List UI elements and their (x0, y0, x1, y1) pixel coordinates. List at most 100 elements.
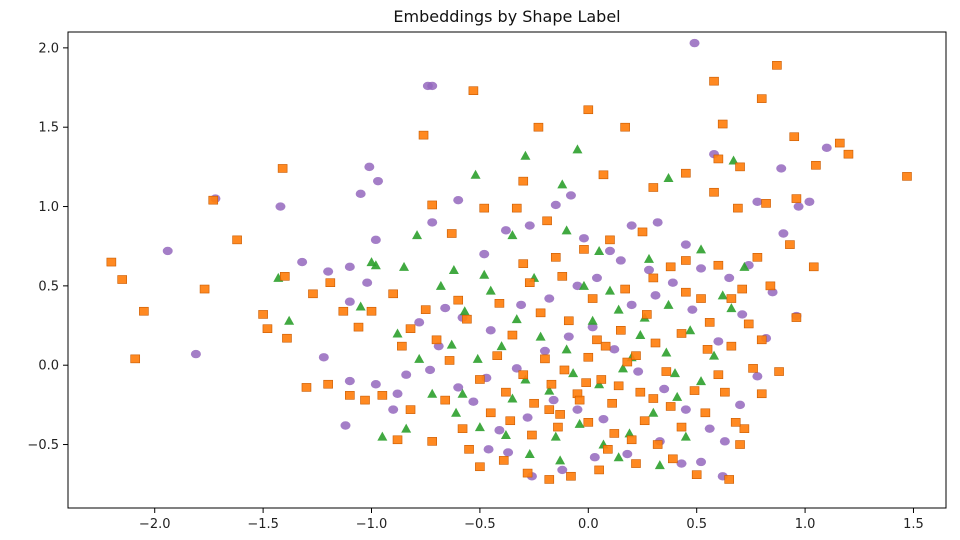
square-point (262, 324, 273, 334)
square-point (498, 456, 509, 465)
circle-point (427, 81, 438, 91)
square-point (720, 387, 730, 397)
x-tick-label: 0.5 (686, 517, 707, 532)
triangle-point (739, 261, 750, 271)
square-point (574, 395, 585, 405)
square-point (631, 459, 641, 468)
circle-point (752, 197, 763, 206)
square-point (713, 154, 724, 164)
x-tick-label: −1.5 (247, 517, 279, 532)
square-point (733, 203, 743, 213)
square-point (511, 203, 522, 213)
triangle-point (648, 407, 659, 417)
square-point (440, 395, 451, 405)
circle-point (724, 273, 735, 283)
square-point (713, 260, 724, 270)
triangle-point (604, 285, 615, 295)
square-point (546, 379, 557, 389)
x-tick-label: −1.0 (356, 517, 388, 532)
circle-point (680, 405, 691, 414)
square-point (772, 61, 782, 70)
square-point (420, 305, 431, 314)
circle-point (453, 383, 464, 392)
circle-point (364, 162, 375, 172)
square-point (338, 306, 349, 316)
square-point (650, 338, 661, 348)
circle-point (468, 397, 479, 406)
triangle-point (680, 431, 691, 441)
square-point (620, 122, 630, 132)
square-point (648, 183, 659, 192)
circle-point (604, 246, 615, 256)
circle-point (440, 303, 451, 313)
square-point (761, 199, 771, 208)
square-point (642, 310, 652, 319)
square-point (323, 379, 333, 389)
square-point (533, 122, 544, 132)
square-point (139, 306, 149, 316)
square-point (208, 195, 219, 205)
square-point (505, 416, 516, 426)
triangle-point (446, 339, 457, 349)
square-point (518, 176, 529, 186)
circle-point (425, 365, 436, 375)
square-point (808, 262, 819, 272)
circle-point (275, 202, 286, 211)
triangle-point (479, 269, 490, 279)
circle-point (344, 297, 355, 306)
circle-point (680, 240, 691, 249)
square-point (325, 278, 336, 287)
circle-point (524, 221, 535, 230)
circle-point (494, 426, 505, 435)
square-point (709, 76, 719, 86)
square-point (639, 416, 650, 426)
circle-point (589, 453, 600, 462)
square-point (277, 164, 288, 173)
circle-point (392, 389, 403, 398)
square-point (308, 289, 318, 299)
square-point (507, 330, 518, 340)
x-tick-label: −2.0 (139, 517, 171, 532)
square-point (789, 132, 800, 142)
circle-point (503, 448, 514, 457)
square-point (501, 387, 511, 397)
circle-point (776, 164, 787, 173)
square-point (462, 314, 472, 324)
circle-point (500, 226, 511, 235)
circle-point (719, 437, 730, 446)
square-point (765, 281, 776, 291)
circle-point (804, 197, 815, 206)
circle-point (572, 281, 583, 291)
triangle-point (728, 155, 739, 165)
square-point (553, 422, 563, 432)
square-point (555, 410, 565, 419)
circle-point (563, 332, 574, 341)
square-point (665, 262, 676, 272)
square-point (702, 345, 713, 354)
circle-point (401, 370, 412, 379)
triangle-point (496, 341, 507, 351)
square-point (735, 162, 745, 172)
square-point (717, 119, 728, 129)
circle-point (696, 264, 707, 273)
square-point (811, 160, 821, 170)
triangle-point (524, 449, 535, 459)
square-point (631, 351, 641, 360)
circle-point (652, 218, 663, 227)
triangle-point (654, 460, 665, 470)
circle-point (427, 218, 438, 227)
circle-point (572, 405, 583, 414)
circle-point (414, 318, 425, 327)
circle-point (659, 384, 670, 394)
triangle-point (507, 393, 518, 403)
circle-point (650, 291, 661, 300)
circle-point (373, 176, 384, 186)
circle-point (340, 421, 351, 430)
triangle-point (459, 306, 470, 316)
triangle-point (457, 388, 468, 398)
square-point (626, 435, 637, 445)
square-point (609, 429, 620, 438)
triangle-point (511, 314, 522, 324)
